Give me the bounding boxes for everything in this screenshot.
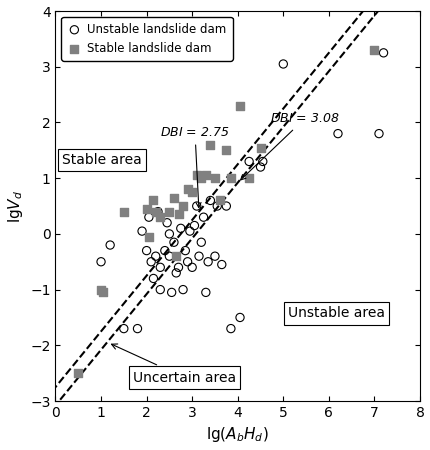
Stable landslide dam: [100, 289, 107, 296]
Unstable landslide dam: [98, 258, 104, 265]
Stable landslide dam: [145, 233, 152, 240]
Stable landslide dam: [207, 141, 214, 149]
Unstable landslide dam: [212, 252, 218, 260]
Stable landslide dam: [227, 175, 234, 182]
Unstable landslide dam: [175, 264, 182, 271]
Stable landslide dam: [203, 172, 209, 179]
Stable landslide dam: [371, 46, 378, 54]
Unstable landslide dam: [237, 314, 243, 321]
Unstable landslide dam: [218, 261, 225, 268]
Unstable landslide dam: [198, 238, 205, 246]
Unstable landslide dam: [187, 228, 194, 235]
Y-axis label: lg$V_d$: lg$V_d$: [6, 189, 25, 223]
Unstable landslide dam: [189, 264, 196, 271]
Unstable landslide dam: [157, 264, 164, 271]
Unstable landslide dam: [150, 275, 157, 282]
Stable landslide dam: [257, 144, 264, 151]
Stable landslide dam: [198, 175, 205, 182]
Stable landslide dam: [157, 214, 164, 221]
Unstable landslide dam: [120, 325, 127, 332]
Stable landslide dam: [223, 147, 230, 154]
Unstable landslide dam: [152, 252, 159, 260]
Unstable landslide dam: [161, 247, 168, 254]
Stable landslide dam: [171, 194, 178, 201]
Unstable landslide dam: [223, 202, 230, 210]
Stable landslide dam: [237, 102, 243, 109]
Unstable landslide dam: [164, 219, 171, 226]
Stable landslide dam: [212, 175, 218, 182]
Unstable landslide dam: [205, 258, 212, 265]
Unstable landslide dam: [166, 252, 173, 260]
Unstable landslide dam: [145, 214, 152, 221]
Stable landslide dam: [152, 208, 159, 215]
Unstable landslide dam: [259, 158, 266, 165]
Stable landslide dam: [173, 252, 180, 260]
Unstable landslide dam: [180, 286, 187, 293]
Stable landslide dam: [184, 186, 191, 193]
Legend: Unstable landslide dam, Stable landslide dam: Unstable landslide dam, Stable landslide…: [61, 17, 233, 61]
Stable landslide dam: [194, 172, 200, 179]
Unstable landslide dam: [154, 208, 161, 215]
Unstable landslide dam: [148, 258, 155, 265]
Unstable landslide dam: [280, 60, 287, 68]
Unstable landslide dam: [207, 197, 214, 204]
Unstable landslide dam: [107, 242, 114, 249]
Stable landslide dam: [143, 205, 150, 212]
Unstable landslide dam: [257, 163, 264, 171]
Unstable landslide dam: [143, 247, 150, 254]
Unstable landslide dam: [227, 325, 234, 332]
Unstable landslide dam: [182, 247, 189, 254]
Stable landslide dam: [98, 286, 104, 293]
Stable landslide dam: [120, 208, 127, 215]
Stable landslide dam: [246, 175, 252, 182]
Unstable landslide dam: [171, 238, 178, 246]
Unstable landslide dam: [246, 158, 252, 165]
Unstable landslide dam: [134, 325, 141, 332]
Unstable landslide dam: [375, 130, 382, 137]
Unstable landslide dam: [335, 130, 341, 137]
Stable landslide dam: [75, 369, 82, 377]
Unstable landslide dam: [166, 230, 173, 238]
Stable landslide dam: [150, 197, 157, 204]
Unstable landslide dam: [177, 225, 184, 232]
Stable landslide dam: [180, 202, 187, 210]
Stable landslide dam: [189, 189, 196, 196]
Text: Unstable area: Unstable area: [288, 306, 385, 320]
Text: Stable area: Stable area: [62, 153, 142, 167]
Unstable landslide dam: [191, 222, 198, 229]
Unstable landslide dam: [184, 258, 191, 265]
Unstable landslide dam: [214, 202, 221, 210]
X-axis label: lg($A_b H_d$): lg($A_b H_d$): [206, 425, 269, 445]
Stable landslide dam: [166, 208, 173, 215]
Unstable landslide dam: [168, 289, 175, 296]
Unstable landslide dam: [138, 228, 145, 235]
Unstable landslide dam: [203, 289, 209, 296]
Stable landslide dam: [175, 211, 182, 218]
Unstable landslide dam: [380, 49, 387, 56]
Stable landslide dam: [216, 197, 223, 204]
Unstable landslide dam: [196, 252, 203, 260]
Text: Uncertain area: Uncertain area: [111, 344, 236, 385]
Unstable landslide dam: [194, 202, 200, 210]
Unstable landslide dam: [173, 269, 180, 276]
Unstable landslide dam: [200, 214, 207, 221]
Text: $DBI$ = 2.75: $DBI$ = 2.75: [160, 126, 230, 207]
Text: $DBI$ = 3.08: $DBI$ = 3.08: [241, 112, 339, 180]
Unstable landslide dam: [157, 286, 164, 293]
